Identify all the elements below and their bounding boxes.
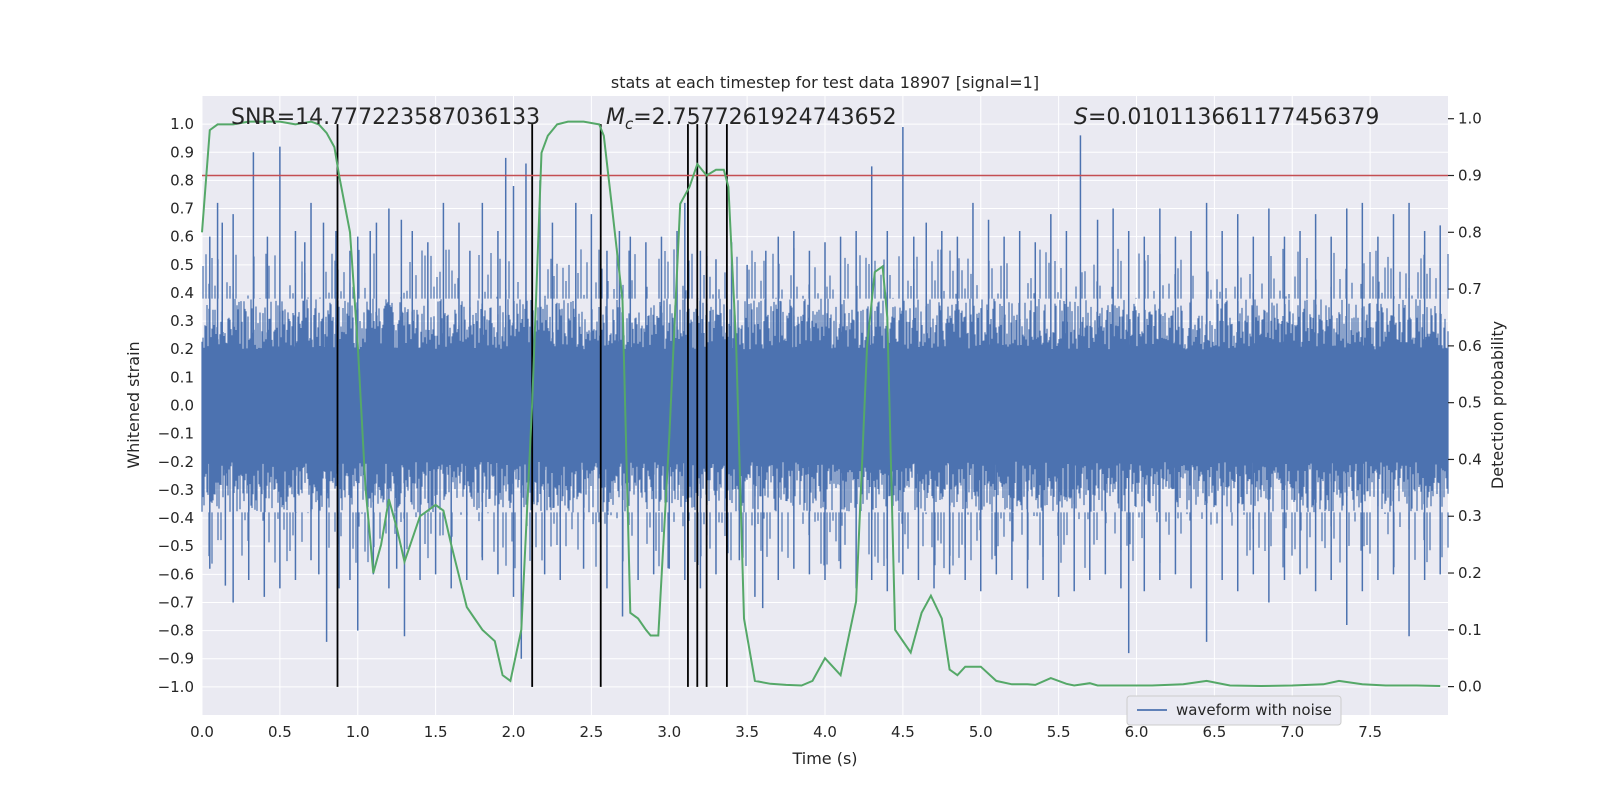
- x-tick-label: 7.5: [1358, 723, 1382, 741]
- y2-tick-label: 0.0: [1458, 678, 1482, 696]
- y2-tick-label: 0.8: [1458, 223, 1482, 241]
- y-tick-label: −0.9: [158, 650, 194, 668]
- y2-tick-label: 0.6: [1458, 337, 1482, 355]
- x-tick-label: 6.5: [1202, 723, 1226, 741]
- x-tick-label: 2.0: [502, 723, 526, 741]
- y-tick-label: −0.2: [158, 453, 194, 471]
- y2-tick-labels: 0.0 0.1 0.2 0.3 0.4 0.5 0.6 0.7 0.8 0.9 1.0: [1448, 110, 1482, 696]
- x-tick-labels: 0.0 0.5 1.0 1.5 2.0 2.5 3.0 3.5 4.0 4.5 5.0 5.5 6.0 6…: [190, 723, 1382, 741]
- y-tick-label: −0.8: [158, 622, 194, 640]
- x-tick-label: 2.5: [579, 723, 603, 741]
- y2-tick-label: 0.2: [1458, 564, 1482, 582]
- detection-probability-line: [201, 120, 1441, 688]
- y-tick-label: 0.0: [170, 397, 194, 415]
- waveform-series: [201, 126, 1449, 687]
- x-tick-label: 5.0: [969, 723, 993, 741]
- y2-axis-label: Detection probability: [1488, 321, 1507, 489]
- chirp-mass-subscript: c: [625, 115, 634, 133]
- y-tick-label: 0.6: [170, 228, 194, 246]
- y2-tick-label: 0.7: [1458, 280, 1482, 298]
- x-tick-label: 7.0: [1280, 723, 1304, 741]
- x-tick-label: 6.0: [1125, 723, 1149, 741]
- x-tick-label: 0.5: [268, 723, 292, 741]
- chart-title: stats at each timestep for test data 189…: [611, 73, 1039, 92]
- x-tick-label: 1.5: [424, 723, 448, 741]
- waveform-band: [201, 248, 1449, 569]
- x-tick-label: 3.0: [657, 723, 681, 741]
- chirp-mass-annotation: Mc=2.7577261924743652: [606, 105, 897, 133]
- x-tick-label: 4.0: [813, 723, 837, 741]
- y2-tick-label: 1.0: [1458, 110, 1482, 128]
- y-tick-label: −0.4: [158, 509, 194, 527]
- y-tick-label: 0.9: [170, 143, 194, 161]
- y-tick-label: 0.3: [170, 312, 194, 330]
- y2-tick-label: 0.4: [1458, 450, 1482, 468]
- legend: waveform with noise: [1126, 695, 1342, 726]
- x-tick-label: 1.0: [346, 723, 370, 741]
- x-tick-label: 5.5: [1047, 723, 1071, 741]
- x-tick-label: 0.0: [190, 723, 214, 741]
- chirp-mass-symbol: M: [606, 105, 625, 130]
- vertical-markers: [336, 124, 728, 687]
- y-axis-label: Whitened strain: [124, 341, 143, 468]
- snr-annotation: SNR=14.777223587036133: [231, 105, 540, 130]
- y-tick-label: 0.4: [170, 284, 194, 302]
- x-tick-label: 3.5: [735, 723, 759, 741]
- y2-tick-label: 0.9: [1458, 167, 1482, 185]
- y2-tick-label: 0.5: [1458, 394, 1482, 412]
- y-tick-labels: −1.0 −0.9 −0.8 −0.7 −0.6 −0.5 −0.4 −0.3 −0.2 −0.1…: [158, 115, 194, 696]
- y-tick-label: −0.6: [158, 565, 194, 583]
- y-tick-label: 0.8: [170, 171, 194, 189]
- y-tick-label: −0.5: [158, 537, 194, 555]
- legend-box: [1126, 695, 1342, 726]
- s-value: =0.010113661177456379: [1088, 105, 1379, 130]
- y-tick-label: −1.0: [158, 678, 194, 696]
- y-tick-label: −0.1: [158, 425, 194, 443]
- x-axis-label: Time (s): [791, 749, 857, 768]
- y-tick-label: −0.3: [158, 481, 194, 499]
- chirp-mass-value: =2.7577261924743652: [633, 105, 896, 130]
- y-tick-label: 0.7: [170, 200, 194, 218]
- s-symbol: S: [1074, 105, 1088, 130]
- y2-tick-label: 0.3: [1458, 507, 1482, 525]
- y-tick-label: 0.1: [170, 368, 194, 386]
- y-tick-label: −0.7: [158, 593, 194, 611]
- s-annotation: S=0.010113661177456379: [1074, 105, 1379, 130]
- x-tick-label: 4.5: [891, 723, 915, 741]
- y-tick-label: 1.0: [170, 115, 194, 133]
- legend-label: waveform with noise: [1176, 701, 1332, 719]
- y-tick-label: 0.5: [170, 256, 194, 274]
- y-tick-label: 0.2: [170, 340, 194, 358]
- y2-tick-label: 0.1: [1458, 621, 1482, 639]
